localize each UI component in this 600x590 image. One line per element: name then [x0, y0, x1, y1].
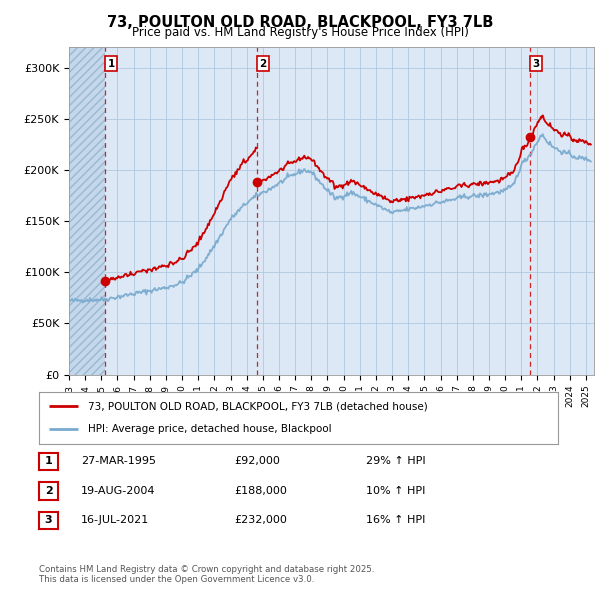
Text: 19-AUG-2004: 19-AUG-2004: [81, 486, 155, 496]
Text: 3: 3: [532, 58, 540, 68]
Text: Price paid vs. HM Land Registry's House Price Index (HPI): Price paid vs. HM Land Registry's House …: [131, 26, 469, 39]
Text: 2: 2: [45, 486, 52, 496]
Text: £188,000: £188,000: [234, 486, 287, 496]
Text: 73, POULTON OLD ROAD, BLACKPOOL, FY3 7LB (detached house): 73, POULTON OLD ROAD, BLACKPOOL, FY3 7LB…: [88, 401, 428, 411]
Text: 27-MAR-1995: 27-MAR-1995: [81, 457, 156, 466]
Text: HPI: Average price, detached house, Blackpool: HPI: Average price, detached house, Blac…: [88, 424, 332, 434]
Text: 3: 3: [45, 516, 52, 525]
Text: £232,000: £232,000: [234, 516, 287, 525]
Text: Contains HM Land Registry data © Crown copyright and database right 2025.
This d: Contains HM Land Registry data © Crown c…: [39, 565, 374, 584]
Text: 29% ↑ HPI: 29% ↑ HPI: [366, 457, 425, 466]
Bar: [69, 47, 105, 375]
Text: 1: 1: [107, 58, 115, 68]
Text: £92,000: £92,000: [234, 457, 280, 466]
Text: 16% ↑ HPI: 16% ↑ HPI: [366, 516, 425, 525]
Text: 16-JUL-2021: 16-JUL-2021: [81, 516, 149, 525]
Text: 1: 1: [45, 457, 52, 466]
Text: 10% ↑ HPI: 10% ↑ HPI: [366, 486, 425, 496]
Text: 2: 2: [259, 58, 266, 68]
Text: 73, POULTON OLD ROAD, BLACKPOOL, FY3 7LB: 73, POULTON OLD ROAD, BLACKPOOL, FY3 7LB: [107, 15, 493, 30]
